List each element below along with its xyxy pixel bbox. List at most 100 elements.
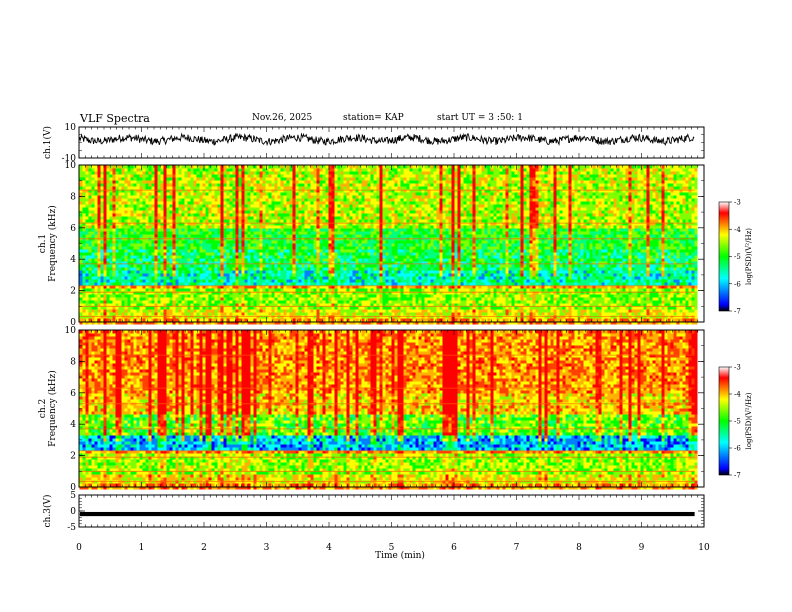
spectrogram-cell — [241, 204, 245, 208]
spectrogram-cell — [337, 180, 341, 184]
spectrogram-cell — [88, 177, 92, 181]
spectrogram-cell — [331, 282, 335, 286]
spectrogram-cell — [124, 264, 128, 268]
spectrogram-cell — [97, 309, 101, 313]
spectrogram-cell — [322, 234, 326, 238]
spectrogram-cell — [181, 267, 185, 271]
spectrogram-cell — [160, 198, 164, 202]
spectrogram-cell — [160, 165, 164, 169]
spectrogram-cell — [313, 246, 317, 250]
spectrogram-cell — [256, 309, 260, 313]
spectrogram-cell — [172, 222, 176, 226]
spectrogram-cell — [121, 231, 125, 235]
spectrogram-cell — [88, 195, 92, 199]
spectrogram-cell — [253, 291, 257, 295]
spectrogram-cell — [106, 213, 110, 217]
spectrogram-cell — [181, 315, 185, 319]
spectrogram-cell — [298, 243, 302, 247]
spectrogram-cell — [211, 312, 215, 316]
spectrogram-cell — [328, 300, 332, 304]
spectrogram-cell — [289, 210, 293, 214]
spectrogram-cell — [181, 165, 185, 169]
spectrogram-cell — [193, 246, 197, 250]
spectrogram-cell — [97, 213, 101, 217]
spectrogram-cell — [169, 189, 173, 193]
spectrogram-cell — [205, 201, 209, 205]
spectrogram-cell — [217, 258, 221, 262]
spectrogram-cell — [325, 288, 329, 292]
spectrogram-cell — [130, 213, 134, 217]
spectrogram-cell — [304, 183, 308, 187]
spectrogram-cell — [187, 306, 191, 310]
spectrogram-cell — [157, 291, 161, 295]
spectrogram-cell — [247, 273, 251, 277]
spectrogram-cell — [103, 201, 107, 205]
spectrogram-cell — [97, 189, 101, 193]
spectrogram-cell — [205, 246, 209, 250]
spectrogram-cell — [103, 246, 107, 250]
spectrogram-cell — [235, 255, 239, 259]
spectrogram-cell — [214, 213, 218, 217]
spectrogram-cell — [193, 225, 197, 229]
spectrogram-cell — [172, 168, 176, 172]
spectrogram-cell — [238, 318, 242, 322]
spectrogram-cell — [175, 246, 179, 250]
spectrogram-cell — [244, 318, 248, 322]
spectrogram-cell — [220, 294, 224, 298]
spectrogram-cell — [277, 183, 281, 187]
spectrogram-cell — [253, 303, 257, 307]
spectrogram-cell — [190, 273, 194, 277]
spectrogram-cell — [262, 297, 266, 301]
spectrogram-cell — [94, 288, 98, 292]
spectrogram-cell — [124, 276, 128, 280]
spectrogram-cell — [223, 276, 227, 280]
spectrogram-cell — [259, 264, 263, 268]
spectrogram-cell — [334, 225, 338, 229]
spectrogram-cell — [190, 198, 194, 202]
spectrogram-cell — [202, 192, 206, 196]
spectrogram-cell — [169, 201, 173, 205]
spectrogram-cell — [103, 321, 107, 325]
spectrogram-cell — [154, 216, 158, 220]
spectrogram-cell — [292, 180, 296, 184]
spectrogram-cell — [121, 300, 125, 304]
spectrogram-cell — [235, 270, 239, 274]
spectrogram-cell — [325, 291, 329, 295]
spectrogram-cell — [292, 231, 296, 235]
spectrogram-cell — [103, 303, 107, 307]
spectrogram-cell — [304, 255, 308, 259]
spectrogram-cell — [223, 297, 227, 301]
spectrogram-cell — [265, 165, 269, 169]
spectrogram-cell — [97, 261, 101, 265]
spectrogram-cell — [136, 219, 140, 223]
spectrogram-cell — [175, 240, 179, 244]
spectrogram-cell — [262, 288, 266, 292]
spectrogram-cell — [310, 168, 314, 172]
spectrogram-cell — [112, 213, 116, 217]
spectrogram-cell — [193, 252, 197, 256]
spectrogram-cell — [172, 297, 176, 301]
spectrogram-cell — [181, 246, 185, 250]
spectrogram-cell — [214, 231, 218, 235]
spectrogram-cell — [97, 219, 101, 223]
spectrogram-cell — [250, 225, 254, 229]
spectrogram-cell — [220, 309, 224, 313]
spectrogram-cell — [217, 321, 221, 325]
spectrogram-cell — [154, 183, 158, 187]
spectrogram-cell — [241, 285, 245, 289]
spectrogram-cell — [124, 198, 128, 202]
spectrogram-cell — [301, 222, 305, 226]
spectrogram-cell — [223, 210, 227, 214]
spectrogram-cell — [298, 276, 302, 280]
spectrogram-cell — [160, 318, 164, 322]
spectrogram-cell — [94, 306, 98, 310]
spectrogram-cell — [214, 228, 218, 232]
spectrogram-cell — [235, 303, 239, 307]
spectrogram-cell — [316, 249, 320, 253]
spectrogram-cell — [307, 195, 311, 199]
spectrogram-cell — [196, 258, 200, 262]
spectrogram-cell — [298, 306, 302, 310]
spectrogram-cell — [160, 282, 164, 286]
spectrogram-cell — [256, 177, 260, 181]
spectrogram-cell — [223, 240, 227, 244]
